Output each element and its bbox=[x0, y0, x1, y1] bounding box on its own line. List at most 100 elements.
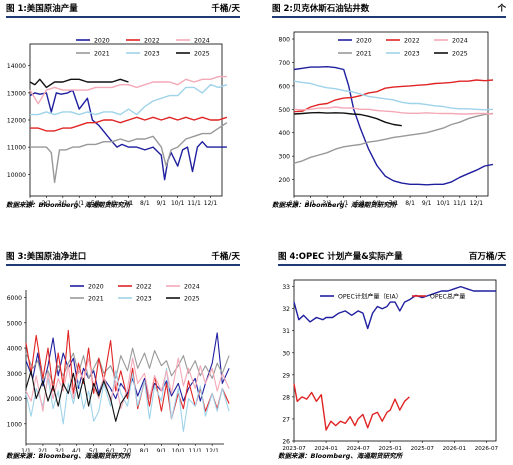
y-tick-label: 300 bbox=[279, 154, 291, 161]
legend-label: 2024 bbox=[194, 38, 210, 45]
x-tick-label: 7/1 bbox=[124, 200, 134, 206]
y-tick-label: 800 bbox=[279, 37, 291, 44]
chart-svg: 1000 2000 3000 4000 5000 6000 1/1 2/1 3/1 4/1 5/1 6… bbox=[7, 284, 230, 452]
series-line bbox=[29, 78, 129, 89]
x-tick-label: 2026-01 bbox=[443, 446, 467, 452]
y-tick-label: 13000 bbox=[7, 90, 26, 97]
legend-label: 2022 bbox=[144, 38, 160, 45]
x-tick-label: 9/1 bbox=[422, 200, 432, 206]
chart-svg: 200 300 400 500 600 700 800 1/1 2/1 3/1 4/1 5/1 6/1 7… bbox=[279, 31, 494, 206]
x-tick-label: 4/1 bbox=[72, 448, 82, 452]
legend-label: 2021 bbox=[88, 296, 104, 303]
y-tick-label: 5000 bbox=[7, 320, 22, 327]
x-tick-label: 4/1 bbox=[339, 200, 349, 206]
series-line bbox=[293, 66, 494, 186]
y-tick-label: 10000 bbox=[7, 172, 26, 179]
x-tick-label: 3/1 bbox=[58, 200, 68, 206]
legend-label: 2021 bbox=[356, 51, 372, 58]
x-tick-label: 2025-01 bbox=[379, 446, 403, 452]
legend-label: 2023 bbox=[144, 51, 160, 58]
y-tick-label: 3000 bbox=[7, 371, 22, 378]
x-tick-label: 7/1 bbox=[123, 448, 133, 452]
y-tick-label: 14000 bbox=[7, 63, 26, 70]
x-tick-label: 6/1 bbox=[372, 200, 382, 206]
series-line bbox=[293, 112, 494, 164]
legend-label: 2023 bbox=[404, 51, 420, 58]
header-rule bbox=[6, 264, 240, 266]
y-tick-label: 4000 bbox=[7, 346, 22, 353]
y-tick-label: 28 bbox=[282, 394, 290, 401]
x-tick-label: 9/1 bbox=[156, 200, 166, 206]
legend-label: 2022 bbox=[136, 284, 152, 291]
x-tick-label: 11/1 bbox=[188, 448, 202, 452]
x-tick-label: 8/1 bbox=[140, 448, 150, 452]
legend-label: 2020 bbox=[94, 38, 110, 45]
series-line bbox=[30, 122, 228, 184]
x-tick-label: 1/1 bbox=[289, 200, 299, 206]
y-tick-label: 500 bbox=[279, 107, 291, 114]
legend-label: 2024 bbox=[184, 284, 200, 291]
x-tick-label: 3/1 bbox=[322, 200, 332, 206]
x-tick-label: 12/1 bbox=[204, 200, 218, 206]
y-tick-label: 2000 bbox=[7, 396, 22, 403]
source-note: 数据来源：Bloomberg、海通期货研究所 bbox=[6, 201, 131, 209]
x-tick-label: 9/1 bbox=[157, 448, 167, 452]
x-tick-label: 2025-07 bbox=[411, 446, 435, 452]
series-line bbox=[293, 80, 494, 111]
x-tick-label: 11/1 bbox=[453, 200, 467, 206]
x-tick-label: 10/1 bbox=[171, 200, 185, 206]
x-tick-label: 7/1 bbox=[389, 200, 399, 206]
x-tick-label: 12/1 bbox=[470, 200, 484, 206]
chart-unit: 个 bbox=[497, 4, 506, 14]
series-line bbox=[30, 84, 228, 116]
x-tick-label: 5/1 bbox=[89, 448, 99, 452]
source-note: 数据来源：Bloomberg、海通期货研究所 bbox=[272, 201, 397, 209]
chart-title: 图 2:贝克休斯石油钻井数 bbox=[272, 4, 370, 14]
y-tick-label: 700 bbox=[279, 60, 291, 67]
chart-unit: 千桶/天 bbox=[211, 4, 240, 14]
y-tick-label: 27 bbox=[282, 416, 290, 423]
header-rule bbox=[278, 264, 506, 266]
series-line bbox=[25, 347, 230, 384]
plot-frame bbox=[293, 279, 497, 442]
series-line bbox=[25, 329, 230, 420]
legend-label: 2021 bbox=[94, 51, 110, 58]
series-line bbox=[25, 332, 230, 402]
chart-svg: 26 27 28 29 30 31 32 33 2023-07 2024-01 2024-07 202… bbox=[282, 279, 499, 452]
y-tick-label: 26 bbox=[282, 439, 290, 446]
y-tick-label: 29 bbox=[282, 372, 290, 379]
series-line bbox=[293, 111, 402, 127]
series-line bbox=[29, 89, 227, 181]
legend-label: 2024 bbox=[452, 38, 468, 45]
y-tick-label: 31 bbox=[282, 328, 290, 335]
y-tick-label: 6000 bbox=[7, 295, 22, 302]
x-tick-label: 2/1 bbox=[42, 200, 52, 206]
x-tick-label: 12/1 bbox=[205, 448, 219, 452]
x-tick-label: 5/1 bbox=[355, 200, 365, 206]
x-tick-label: 1/1 bbox=[21, 448, 31, 452]
series-line bbox=[293, 383, 410, 431]
legend-label: 2025 bbox=[184, 296, 200, 303]
chart-title: 图 4:OPEC 计划产量&实际产量 bbox=[278, 252, 403, 262]
y-tick-label: 32 bbox=[282, 306, 290, 313]
header-rule bbox=[6, 16, 240, 18]
x-tick-label: 2024-07 bbox=[346, 446, 370, 452]
x-tick-label: 6/1 bbox=[106, 448, 116, 452]
y-tick-label: 11000 bbox=[7, 145, 26, 152]
x-tick-label: 2023-07 bbox=[282, 446, 306, 452]
x-tick-label: 3/1 bbox=[55, 448, 65, 452]
chart-svg: 10000 11000 12000 13000 14000 1/1 2/1 3/1 4/1 5/1… bbox=[7, 38, 228, 206]
legend-label: OPEC计划产量（EIA） bbox=[338, 293, 402, 301]
x-tick-label: 8/1 bbox=[405, 200, 415, 206]
chart-title: 图 1:美国原油产量 bbox=[6, 4, 78, 14]
chart-unit: 千桶/天 bbox=[211, 252, 240, 262]
chart-panel-4: 图 4:OPEC 计划产量&实际产量 百万桶/天 26 27 28 29 30 31 32 3… bbox=[278, 250, 506, 460]
chart-title: 图 3:美国原油净进口 bbox=[6, 252, 87, 262]
series-line bbox=[29, 75, 227, 105]
source-note: 数据来源：Bloomberg、海通期货研究所 bbox=[278, 452, 403, 460]
x-tick-label: 11/1 bbox=[187, 200, 201, 206]
legend-label: 2022 bbox=[404, 38, 420, 45]
legend-label: 2020 bbox=[356, 38, 372, 45]
series-line bbox=[293, 79, 494, 113]
y-tick-label: 30 bbox=[282, 350, 290, 357]
